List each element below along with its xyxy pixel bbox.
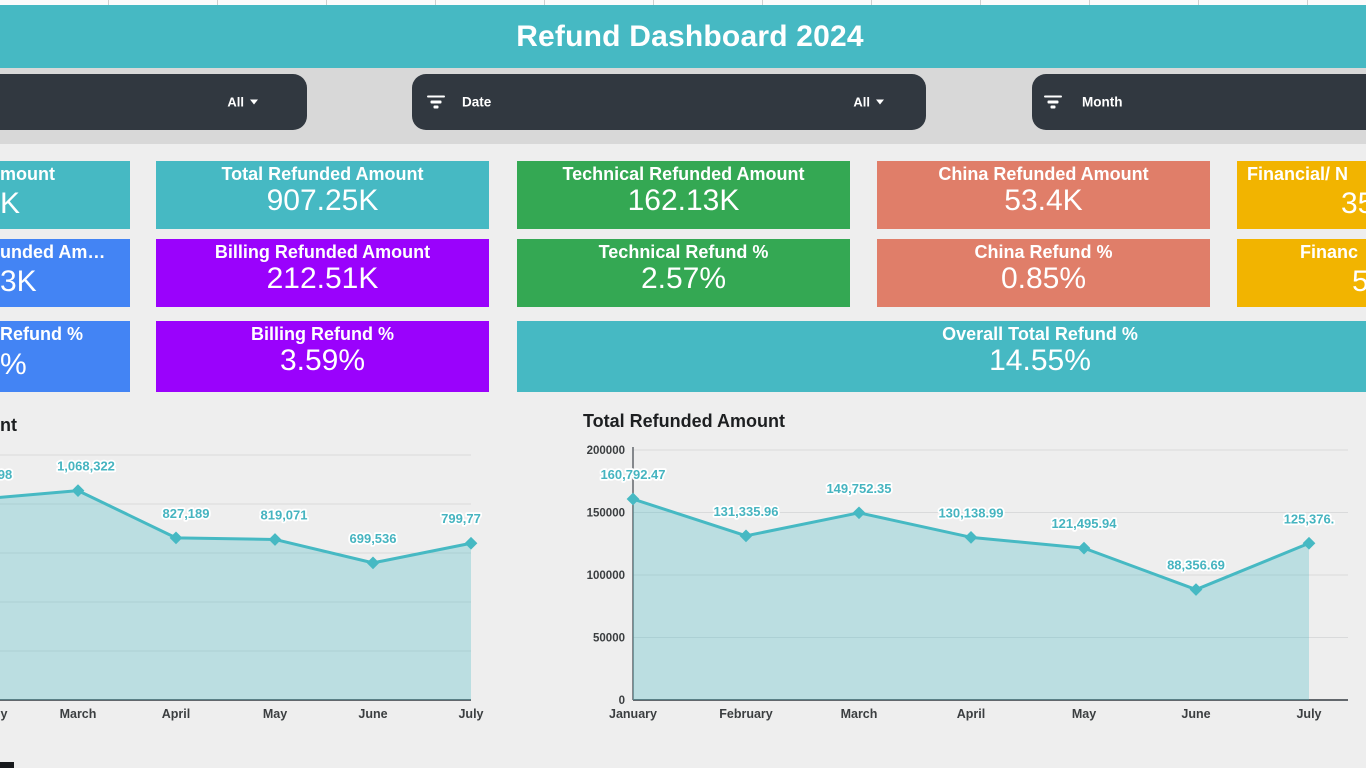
scorecard-value-fragment: 35 bbox=[1341, 187, 1366, 220]
filter-label: Month bbox=[1082, 94, 1123, 110]
scorecard-title: China Refund % bbox=[974, 242, 1113, 262]
svg-text:March: March bbox=[60, 707, 97, 721]
filter-control-month[interactable]: Month bbox=[1032, 74, 1366, 130]
svg-text:y: y bbox=[1, 707, 8, 721]
scorecard-value: 3.59% bbox=[279, 344, 366, 377]
svg-text:160,792.47: 160,792.47 bbox=[600, 467, 665, 482]
svg-text:50000: 50000 bbox=[593, 633, 625, 645]
svg-text:April: April bbox=[162, 707, 190, 721]
svg-text:799,77: 799,77 bbox=[441, 511, 481, 526]
svg-text:January: January bbox=[609, 707, 657, 721]
scorecard-billing-refund-pct: Billing Refund % 3.59% bbox=[156, 321, 489, 392]
scorecard-value-fragment: K bbox=[0, 187, 21, 220]
filter-control-1[interactable]: All bbox=[0, 74, 307, 130]
spreadsheet-edge-strip bbox=[0, 0, 1366, 5]
scorecard-title: China Refunded Amount bbox=[938, 164, 1149, 184]
scorecard-technical-refunded-amount: Technical Refunded Amount 162.13K bbox=[517, 161, 850, 229]
scorecard-title: Technical Refunded Amount bbox=[562, 164, 805, 184]
svg-text:100000: 100000 bbox=[587, 570, 625, 582]
scorecard-value: 2.57% bbox=[640, 262, 727, 295]
page-title: Refund Dashboard 2024 bbox=[516, 19, 864, 53]
scorecard-value: 162.13K bbox=[627, 184, 740, 217]
scorecard-billing-refunded-amount: Billing Refunded Amount 212.51K bbox=[156, 239, 489, 307]
line-chart-plot: 160,792.47 131,335.96 149,752.35 130,138.99… bbox=[587, 445, 1348, 721]
filter-selected-value[interactable]: All bbox=[853, 95, 884, 110]
line-chart-total-refunded-amount: Total Refunded Amount 160,792.47 131,335.… bbox=[583, 405, 1366, 735]
svg-text:699,536: 699,536 bbox=[350, 531, 397, 546]
scorecard-value: 53.4K bbox=[1004, 184, 1083, 217]
scorecard-title-fragment: Financ bbox=[1300, 242, 1359, 262]
scorecard-financial-refunded-amount-clipped bbox=[1237, 161, 1366, 229]
chart-title-fragment: nt bbox=[0, 415, 17, 435]
svg-text:May: May bbox=[263, 707, 287, 721]
svg-text:827,189: 827,189 bbox=[163, 506, 210, 521]
scorecard-title: Billing Refund % bbox=[251, 324, 394, 344]
scorecard-overall-total-refund-pct: Overall Total Refund % 14.55% bbox=[517, 321, 1366, 392]
scorecard-value-fragment: 3K bbox=[0, 265, 37, 298]
svg-text:June: June bbox=[358, 707, 387, 721]
chevron-down-icon bbox=[250, 99, 258, 105]
svg-text:April: April bbox=[957, 707, 985, 721]
svg-text:May: May bbox=[1072, 707, 1096, 721]
scorecard-refunded-amount-clipped bbox=[0, 161, 130, 229]
svg-text:125,376.: 125,376. bbox=[1284, 511, 1335, 526]
svg-text:98: 98 bbox=[0, 467, 12, 482]
chevron-down-icon bbox=[876, 99, 884, 105]
scorecard-title-fragment: unded Am… bbox=[0, 242, 106, 262]
svg-text:200000: 200000 bbox=[587, 445, 625, 457]
svg-text:July: July bbox=[1296, 707, 1321, 721]
scorecard-technical-refund-pct: Technical Refund % 2.57% bbox=[517, 239, 850, 307]
scorecard-value-fragment: % bbox=[0, 348, 27, 381]
filter-icon bbox=[427, 95, 445, 109]
filter-control-date[interactable]: Date All bbox=[412, 74, 926, 130]
svg-text:June: June bbox=[1181, 707, 1210, 721]
svg-text:121,495.94: 121,495.94 bbox=[1051, 516, 1117, 531]
line-chart-plot: 98 1,068,322 827,189 819,071 699,536 799,77 y M… bbox=[0, 454, 484, 721]
scorecard-total-refunded-amount: Total Refunded Amount 907.25K bbox=[156, 161, 489, 229]
scorecard-financial-refund-pct-clipped bbox=[1237, 239, 1366, 307]
scorecard-china-refund-pct: China Refund % 0.85% bbox=[877, 239, 1210, 307]
scorecard-value: 212.51K bbox=[266, 262, 379, 295]
svg-text:0: 0 bbox=[619, 695, 625, 707]
scorecard-value: 14.55% bbox=[989, 344, 1091, 377]
scorecard-title: Total Refunded Amount bbox=[221, 164, 424, 184]
scorecard-title: Technical Refund % bbox=[598, 242, 769, 262]
scorecard-china-refunded-amount: China Refunded Amount 53.4K bbox=[877, 161, 1210, 229]
scorecard-value: 907.25K bbox=[266, 184, 379, 217]
scorecard-refunded-amount-2-clipped bbox=[0, 239, 130, 307]
svg-text:July: July bbox=[458, 707, 483, 721]
svg-text:February: February bbox=[719, 707, 773, 721]
scorecard-title-fragment: Financial/ N bbox=[1247, 164, 1349, 184]
filter-icon bbox=[1044, 95, 1062, 109]
svg-text:819,071: 819,071 bbox=[261, 507, 308, 522]
header-banner: Refund Dashboard 2024 bbox=[0, 5, 1366, 68]
scorecard-title: Billing Refunded Amount bbox=[214, 242, 431, 262]
svg-text:March: March bbox=[841, 707, 878, 721]
filter-selected-value[interactable]: All bbox=[227, 95, 258, 110]
svg-text:131,335.96: 131,335.96 bbox=[713, 504, 778, 519]
scorecard-value-fragment: 5 bbox=[1352, 265, 1366, 298]
chart-title: Total Refunded Amount bbox=[583, 411, 785, 431]
svg-text:88,356.69: 88,356.69 bbox=[1167, 558, 1225, 573]
scorecard-refund-pct-clipped bbox=[0, 321, 130, 392]
svg-text:149,752.35: 149,752.35 bbox=[826, 481, 891, 496]
svg-text:150000: 150000 bbox=[587, 508, 625, 520]
svg-text:130,138.99: 130,138.99 bbox=[938, 505, 1003, 520]
scorecard-title-fragment: mount bbox=[0, 164, 55, 184]
svg-text:1,068,322: 1,068,322 bbox=[57, 459, 115, 474]
line-chart-clipped: nt 98 1,068,322 827,189 819,071 699,536 799,7… bbox=[0, 405, 489, 735]
scorecard-title: Overall Total Refund % bbox=[942, 324, 1138, 344]
filter-label: Date bbox=[462, 94, 492, 110]
clipped-ui-fragment bbox=[0, 762, 14, 768]
scorecard-title-fragment: Refund % bbox=[0, 324, 83, 344]
scorecard-value: 0.85% bbox=[1000, 262, 1087, 295]
